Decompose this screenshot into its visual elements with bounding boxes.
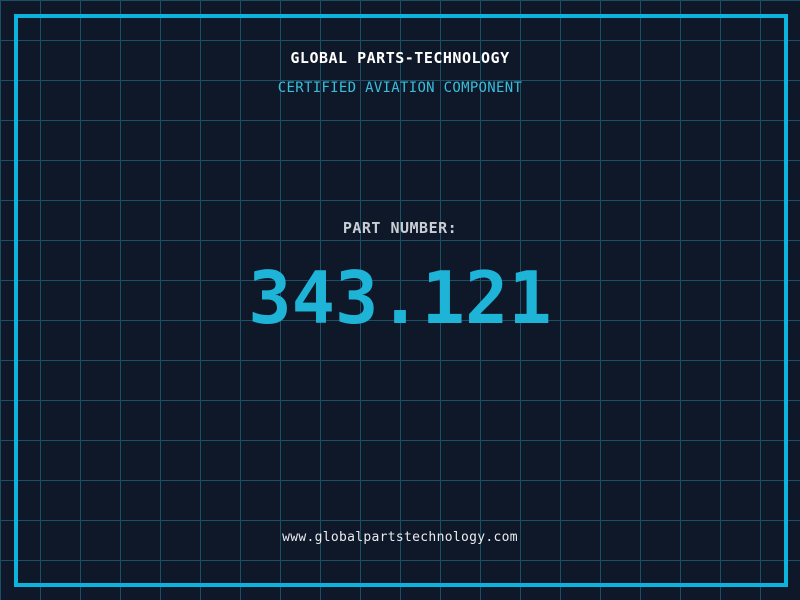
certification-subtitle: CERTIFIED AVIATION COMPONENT	[277, 80, 523, 96]
website-url: www.globalpartstechnology.com	[282, 530, 518, 545]
part-number-label: PART NUMBER:	[342, 219, 458, 237]
part-number-value: 343.121	[248, 256, 552, 340]
company-title: GLOBAL PARTS-TECHNOLOGY	[290, 49, 510, 67]
